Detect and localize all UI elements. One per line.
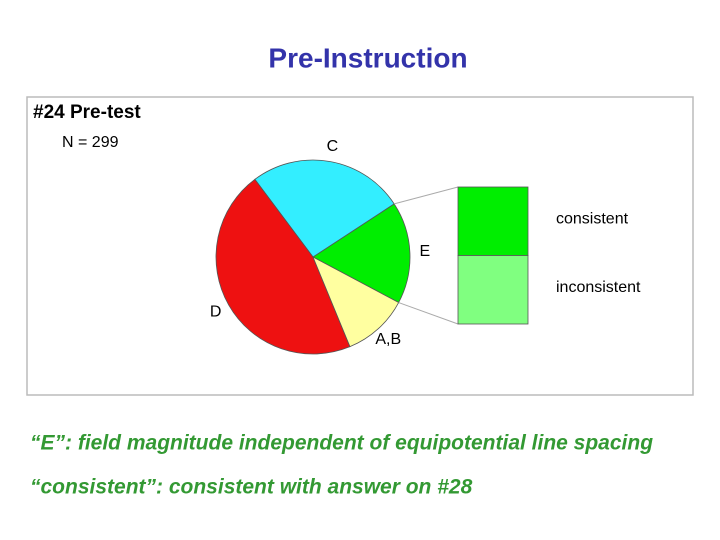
chart-subtitle: N = 299 <box>62 134 119 151</box>
pie-slice <box>312 203 411 304</box>
pie-slice <box>254 159 395 258</box>
bar-label: consistent <box>556 210 629 227</box>
slide-title: Pre-Instruction <box>268 42 467 73</box>
connector <box>398 302 459 325</box>
connector <box>394 186 459 205</box>
pie-slice <box>312 256 400 348</box>
bar-segment <box>457 255 529 325</box>
note: “consistent”: consistent with answer on … <box>30 476 473 499</box>
pie-slice <box>215 178 351 355</box>
slice-label: E <box>420 243 431 260</box>
plot: E C D A,B consistent inconsistent <box>210 138 641 355</box>
note: “E”: field magnitude independent of equi… <box>30 432 653 455</box>
chart-title: #24 Pre-test <box>33 102 141 123</box>
bar-label: inconsistent <box>556 279 641 296</box>
slice-label: D <box>210 304 222 321</box>
slice-label: C <box>327 138 339 155</box>
bar-segment <box>457 186 529 256</box>
slice-label: A,B <box>375 331 401 348</box>
